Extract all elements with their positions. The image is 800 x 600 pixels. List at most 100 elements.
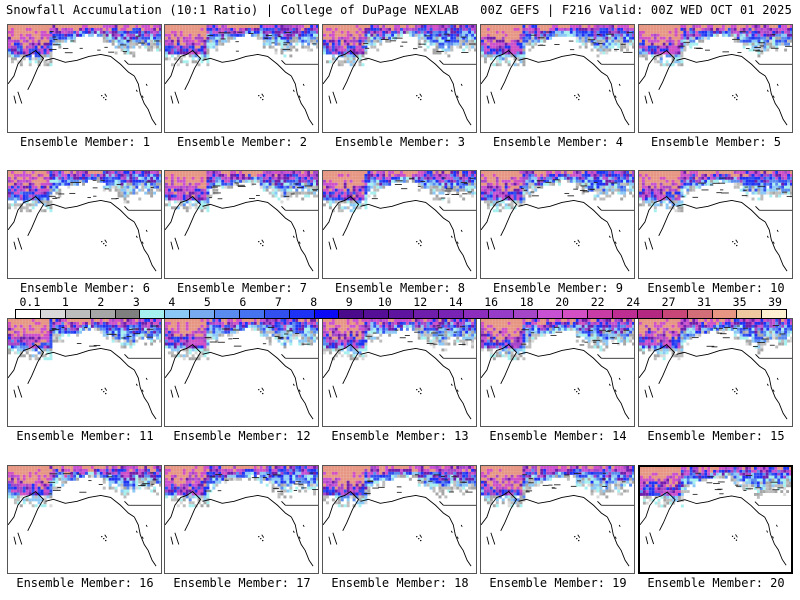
snowfall-cell (534, 182, 538, 186)
snowfall-cell (757, 30, 761, 34)
snowfall-cell (28, 330, 32, 334)
snowfall-cell (99, 327, 103, 331)
coastline-fragment (737, 52, 742, 53)
snowfall-cell (435, 33, 439, 37)
snowfall-cell (307, 185, 311, 189)
snowfall-cell (289, 173, 293, 177)
snowfall-cell (704, 173, 708, 177)
snowfall-cell (495, 188, 499, 192)
snowfall-cell (751, 185, 755, 189)
ensemble-member-label: Ensemble Member: 5 (650, 135, 782, 149)
snowfall-cell (289, 191, 293, 195)
snowfall-cell (55, 336, 59, 340)
snowfall-cell (203, 42, 207, 46)
snowfall-cell (639, 185, 642, 189)
snowfall-cell (611, 185, 615, 189)
snowfall-cell (671, 33, 675, 37)
snowfall-cell (99, 27, 103, 31)
snowfall-cell (159, 330, 161, 334)
snowfall-cell (31, 194, 35, 198)
snowfall-cell (256, 176, 260, 180)
snowfall-cell (206, 194, 210, 198)
snowfall-cell (22, 324, 26, 328)
snowfall-cell (37, 339, 41, 343)
snowfall-cell (120, 42, 124, 46)
snowfall-cell (13, 327, 17, 331)
snowfall-cell (459, 182, 463, 186)
snowfall-cell (108, 27, 112, 31)
snowfall-cell (265, 185, 269, 189)
snowfall-cell (674, 197, 678, 201)
snowfall-cell (283, 173, 287, 177)
snowfall-cell (647, 39, 651, 43)
hawaii-island (258, 240, 260, 243)
snowfall-cell (382, 30, 386, 34)
snowfall-cell (665, 171, 669, 174)
snowfall-cell (710, 173, 714, 177)
snowfall-cell (644, 200, 648, 204)
snowfall-cell (662, 176, 666, 180)
snowfall-cell (55, 179, 59, 183)
snowfall-cell (79, 176, 83, 180)
snowfall-cell (778, 33, 782, 37)
snowfall-cell (504, 45, 508, 49)
snowfall-cell (304, 25, 308, 28)
snowfall-cell (537, 36, 541, 40)
snowfall-cell (170, 63, 174, 67)
snowfall-cell (28, 33, 32, 37)
snowfall-cell (274, 42, 278, 46)
snowfall-cell (352, 54, 356, 58)
snowfall-cell (117, 319, 121, 322)
snowfall-cell (280, 33, 284, 37)
snowfall-cell (212, 27, 216, 31)
snowfall-cell (769, 194, 773, 198)
snowfall-cell (328, 197, 332, 201)
snowfall-cell (200, 182, 204, 186)
snowfall-cell (549, 173, 553, 177)
snowfall-cell (37, 27, 41, 31)
snowfall-cell (668, 51, 672, 55)
snowfall-cell (144, 173, 148, 177)
snowfall-cell (602, 191, 606, 195)
snowfall-cell (343, 188, 347, 192)
snowfall-cell (516, 171, 520, 174)
snowfall-cell (289, 182, 293, 186)
coastline (133, 75, 157, 126)
snowfall-cell (481, 185, 484, 189)
snowfall-cell (510, 30, 514, 34)
snowfall-cell (710, 176, 714, 180)
snowfall-cell (286, 39, 290, 43)
snowfall-cell (519, 176, 523, 180)
snowfall-cell (173, 179, 177, 183)
snowfall-cell (656, 194, 660, 198)
snowfall-cell (528, 39, 532, 43)
snowfall-cell (331, 182, 335, 186)
snowfall-cell (105, 171, 109, 174)
snowfall-cell (671, 51, 675, 55)
snowfall-cell (96, 27, 100, 31)
snowfall-cell (114, 173, 118, 177)
snowfall-cell (82, 321, 85, 325)
coastline-fragment (698, 182, 706, 184)
snowfall-cell (331, 200, 335, 204)
snowfall-cell (274, 48, 278, 52)
snowfall-cell (581, 173, 585, 177)
snowfall-cell (483, 194, 487, 198)
snowfall-cell (43, 330, 47, 334)
snowfall-cell (67, 185, 71, 189)
snowfall-cell (274, 191, 278, 195)
snowfall-cell (147, 336, 151, 340)
snowfall-cell (453, 173, 457, 177)
snowfall-cell (507, 197, 511, 201)
snowfall-cell (277, 182, 281, 186)
snowfall-cell (710, 27, 714, 31)
snowfall-cell (159, 33, 161, 37)
snowfall-cell (135, 36, 139, 40)
snowfall-cell (382, 36, 386, 40)
snowfall-cell (653, 36, 657, 40)
snowfall-cell (510, 182, 514, 186)
snowfall-cell (194, 25, 198, 28)
snowfall-cell (31, 36, 35, 40)
snowfall-cell (343, 197, 347, 201)
snowfall-cell (55, 176, 59, 180)
